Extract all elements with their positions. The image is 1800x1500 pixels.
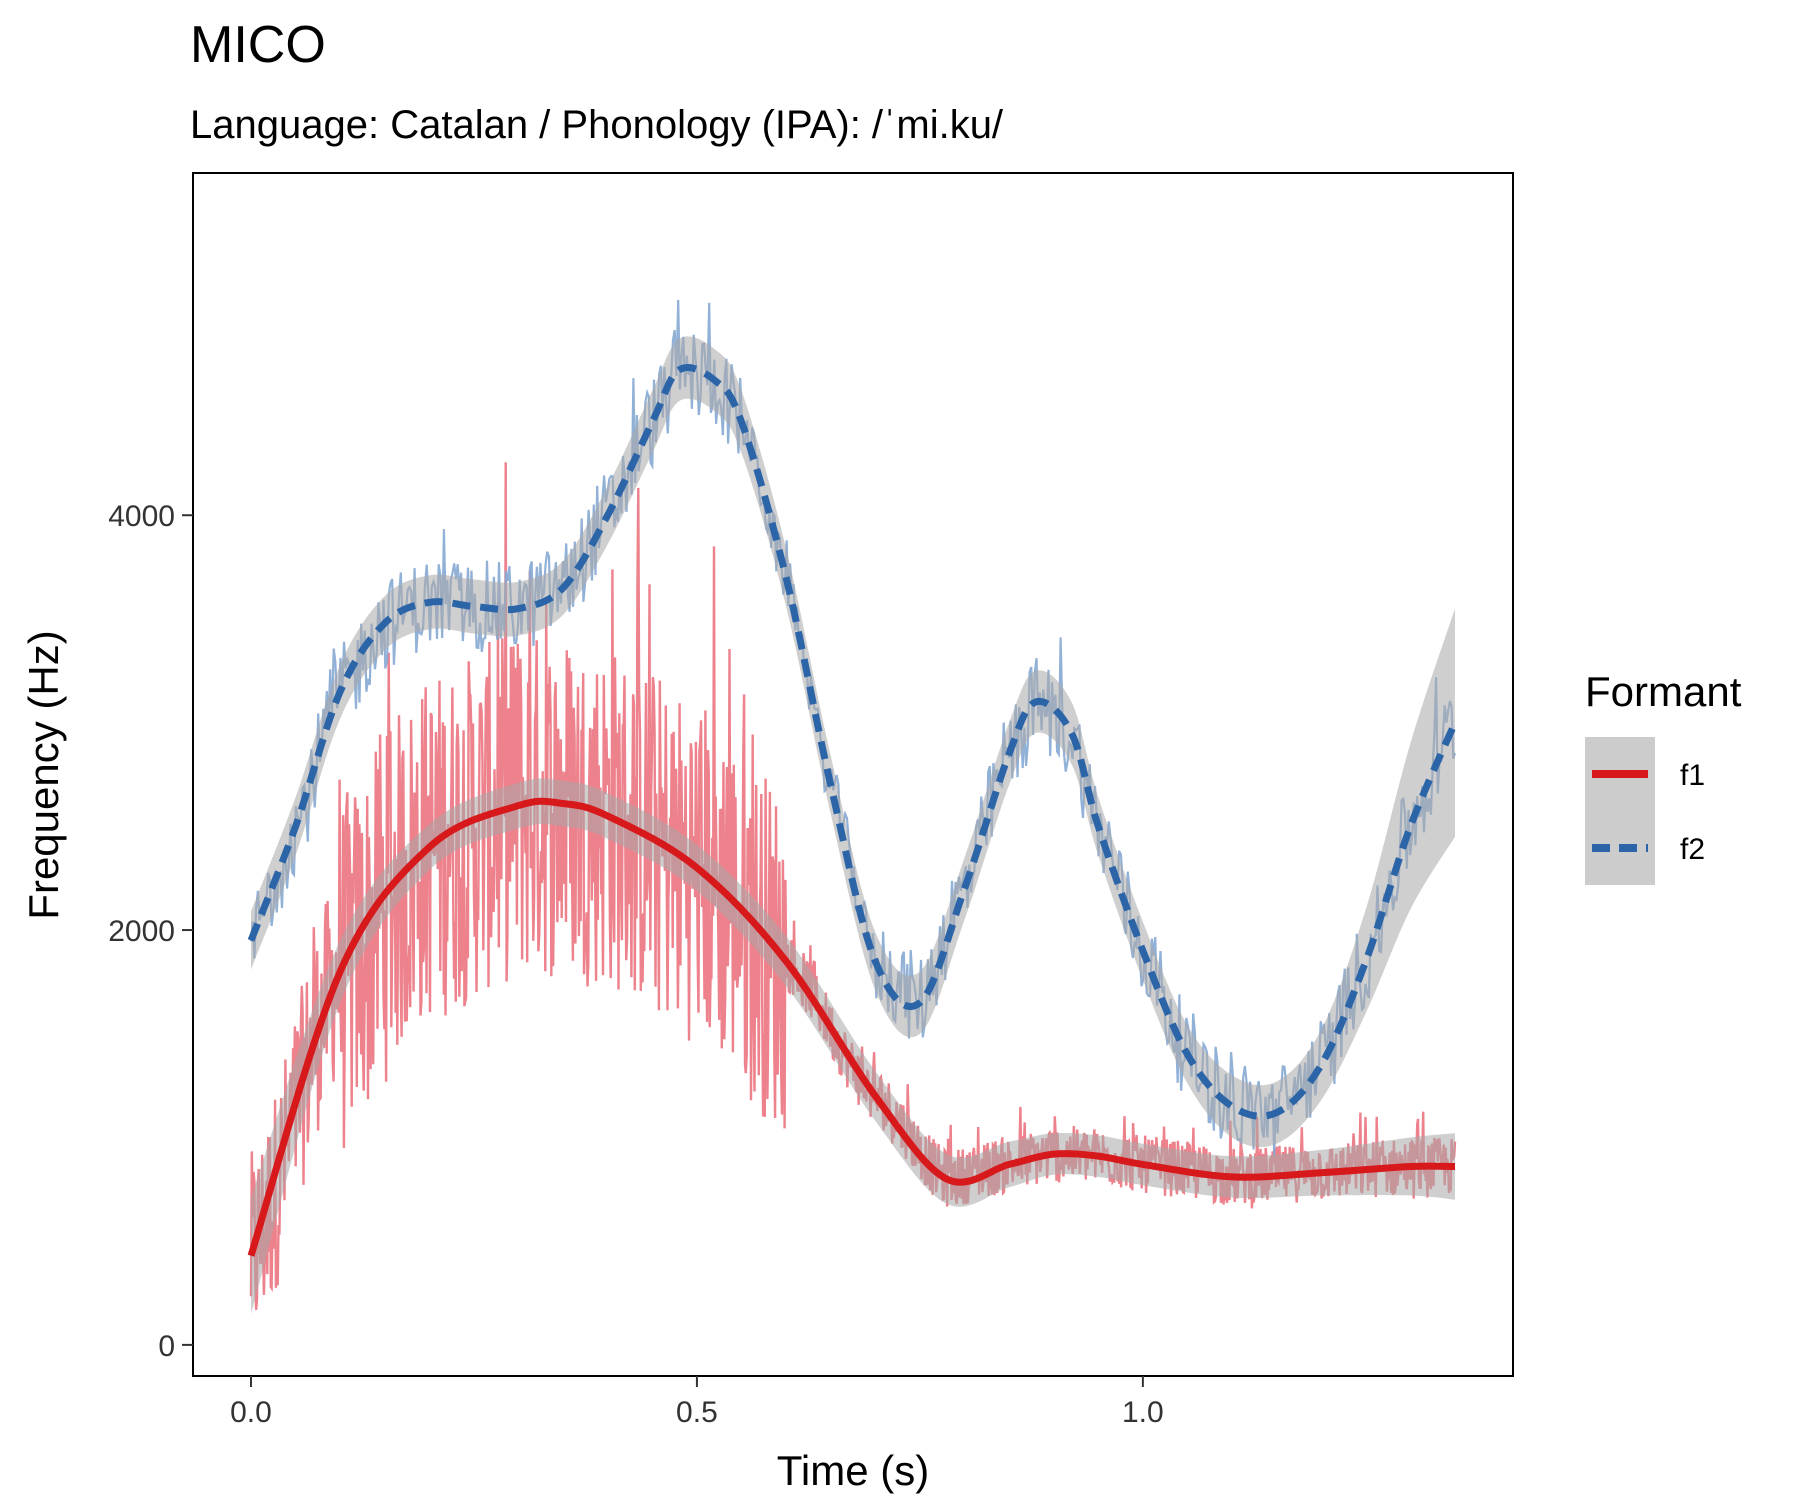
x-tick-label: 0.0 bbox=[230, 1396, 272, 1429]
x-axis-title: Time (s) bbox=[777, 1447, 929, 1494]
smooth-line-f1 bbox=[247, 797, 1456, 1257]
legend-title: Formant bbox=[1585, 668, 1742, 715]
legend-key-background bbox=[1585, 737, 1655, 885]
confidence-bands bbox=[251, 336, 1455, 1314]
x-tick-label: 0.5 bbox=[676, 1396, 718, 1429]
plot-border bbox=[192, 172, 1514, 1377]
x-axis: 0.0 0.5 1.0 bbox=[230, 1376, 1164, 1429]
smooth-line-f2 bbox=[247, 364, 1459, 1120]
legend-label-f1: f1 bbox=[1680, 759, 1705, 792]
legend-label-f2: f2 bbox=[1680, 833, 1705, 866]
x-tick-label: 1.0 bbox=[1122, 1396, 1164, 1429]
y-tick-label: 2000 bbox=[108, 915, 175, 948]
chart-title: MICO bbox=[190, 16, 326, 74]
y-axis: 0 2000 4000 bbox=[108, 500, 193, 1363]
y-axis-title: Frequency (Hz) bbox=[20, 630, 67, 919]
smooth-lines bbox=[247, 364, 1459, 1257]
chart-subtitle: Language: Catalan / Phonology (IPA): /ˈm… bbox=[190, 103, 1004, 147]
plot-area bbox=[192, 172, 1514, 1377]
y-tick-label: 4000 bbox=[108, 500, 175, 533]
y-tick-label: 0 bbox=[158, 1330, 175, 1363]
legend: Formant f1 f2 bbox=[1585, 668, 1742, 885]
confidence-band-f1 bbox=[251, 778, 1455, 1314]
confidence-band-f2 bbox=[251, 336, 1455, 1148]
